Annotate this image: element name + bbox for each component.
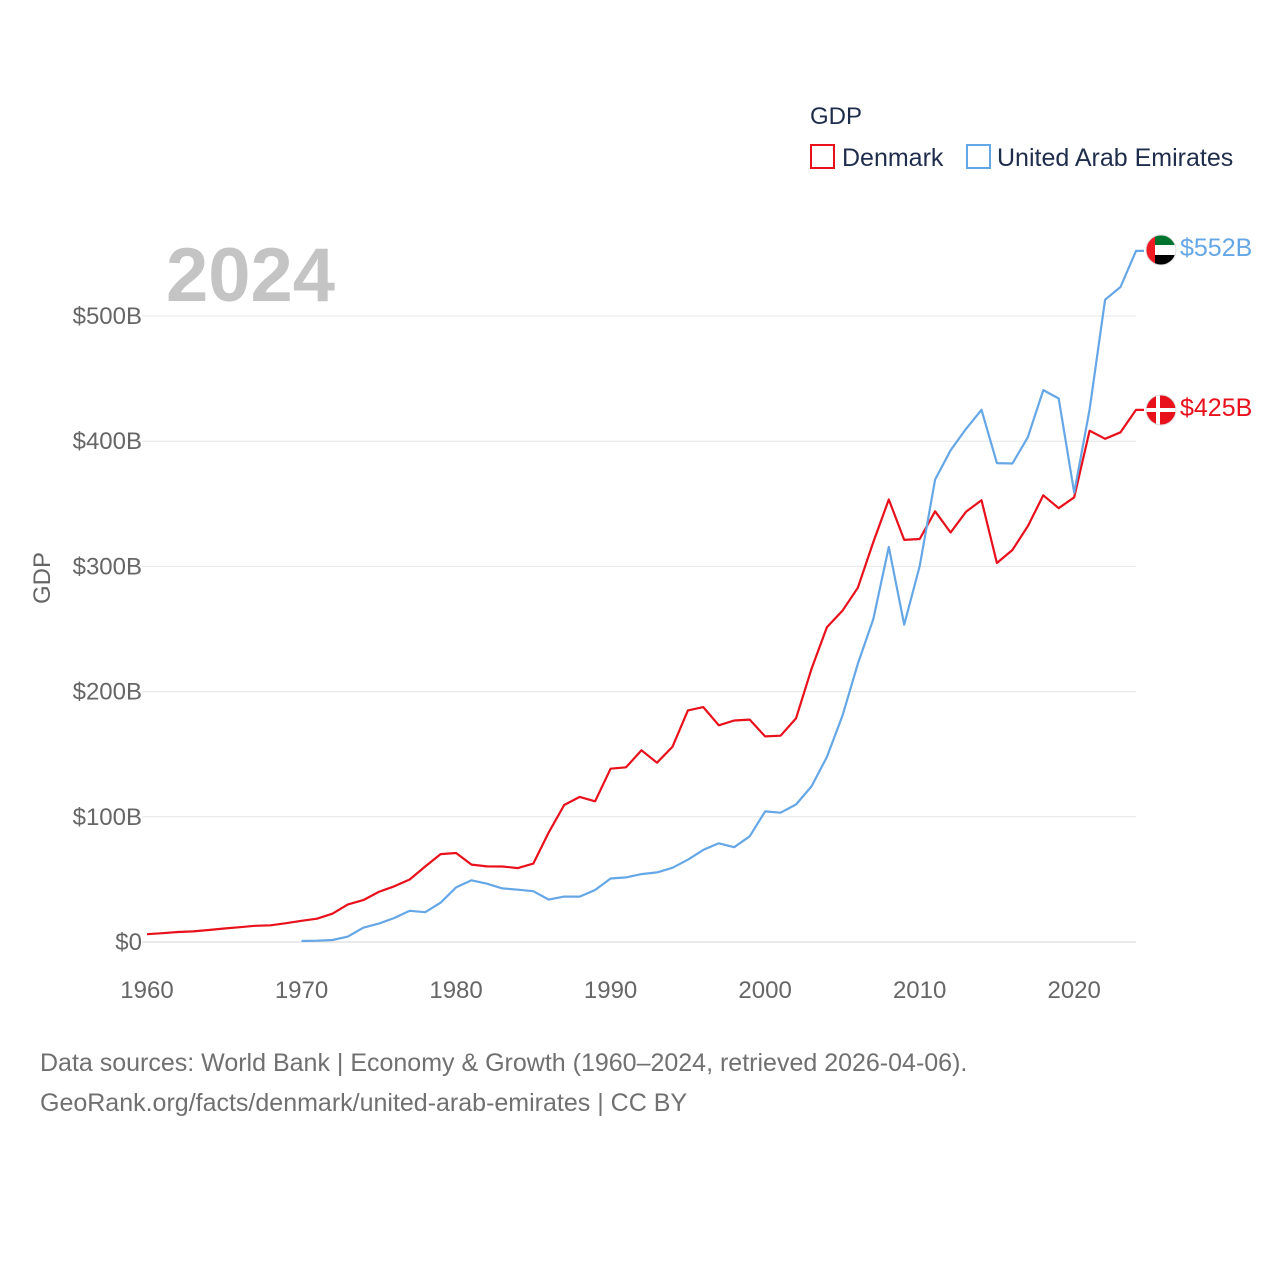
x-axis: 1960 1970 1980 1990 2000 2010 2020: [120, 977, 1101, 1004]
legend-label-denmark: Denmark: [842, 144, 944, 172]
series-line-denmark[interactable]: [146, 408, 1144, 936]
grid: [142, 315, 1136, 943]
y-tick-label: $200B: [73, 679, 142, 706]
legend: GDP Denmark United Arab Emirates: [810, 103, 1233, 172]
y-tick-label: $500B: [73, 303, 142, 330]
end-label-denmark: $425B: [1180, 394, 1252, 422]
y-axis: $0 $100B $200B $300B $400B $500B: [73, 303, 142, 956]
denmark-flag: [1145, 394, 1177, 426]
x-tick-label: 1990: [584, 977, 637, 1004]
current-year-label: 2024: [166, 233, 335, 318]
legend-item-uae[interactable]: United Arab Emirates: [966, 144, 1233, 172]
legend-swatch-denmark: [810, 144, 835, 169]
y-tick-label: $100B: [73, 804, 142, 831]
legend-title: GDP: [810, 103, 862, 130]
x-tick-label: 1960: [120, 977, 173, 1004]
y-tick-label: $400B: [73, 428, 142, 455]
x-tick-label: 2010: [893, 977, 946, 1004]
legend-item-denmark[interactable]: Denmark: [810, 144, 944, 172]
y-tick-label: $300B: [73, 553, 142, 580]
uae-flag: [1145, 234, 1177, 266]
x-tick-label: 2000: [738, 977, 791, 1004]
series-lines: [146, 249, 1145, 943]
source-note: Data sources: World Bank | Economy & Gro…: [40, 1043, 1240, 1123]
source-line-link[interactable]: GeoRank.org/facts/denmark/united-arab-em…: [40, 1089, 688, 1117]
x-tick-label: 1980: [429, 977, 482, 1004]
legend-swatch-uae: [966, 144, 991, 169]
y-tick-label: $0: [115, 929, 142, 956]
x-tick-label: 1970: [275, 977, 328, 1004]
series-line-united-arab-emirates[interactable]: [301, 249, 1145, 943]
legend-label-uae: United Arab Emirates: [997, 144, 1233, 172]
gdp-line-chart: GDP Denmark United Arab Emirates 2024 GD…: [29, 103, 1252, 1004]
source-line-data: Data sources: World Bank | Economy & Gro…: [40, 1049, 968, 1077]
x-tick-label: 2020: [1047, 977, 1100, 1004]
end-label-uae: $552B: [1180, 234, 1252, 262]
y-axis-title: GDP: [29, 552, 56, 604]
